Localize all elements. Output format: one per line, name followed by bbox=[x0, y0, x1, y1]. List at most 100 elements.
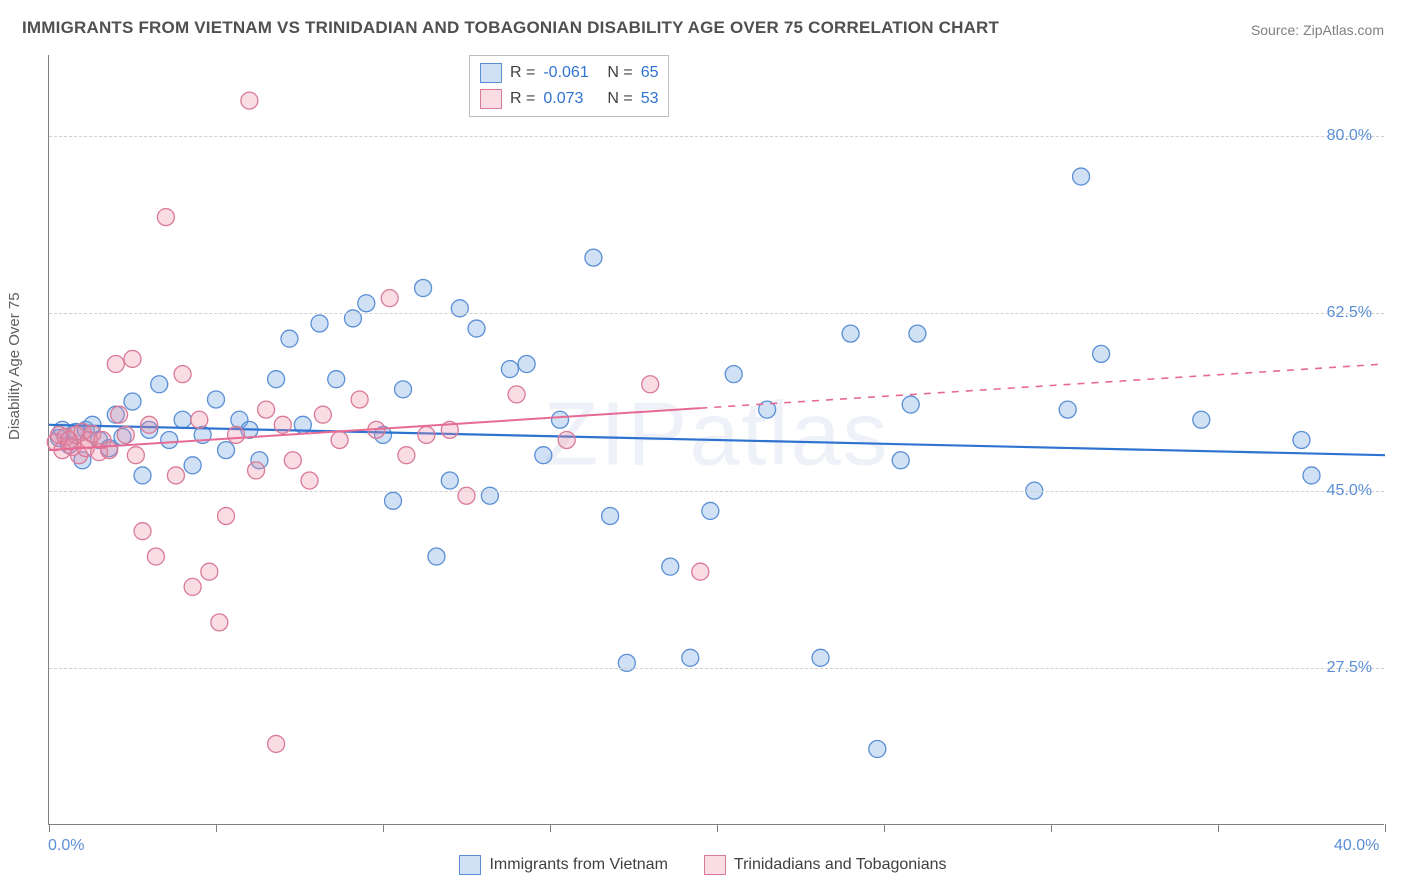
legend-label: Trinidadians and Tobagonians bbox=[734, 856, 947, 874]
data-point bbox=[682, 649, 699, 666]
data-point bbox=[174, 366, 191, 383]
data-point bbox=[101, 442, 118, 459]
data-point bbox=[111, 406, 128, 423]
data-point bbox=[161, 432, 178, 449]
data-point bbox=[642, 376, 659, 393]
data-point bbox=[228, 426, 245, 443]
data-point bbox=[218, 442, 235, 459]
x-tick bbox=[49, 824, 50, 832]
data-point bbox=[174, 411, 191, 428]
data-point bbox=[191, 411, 208, 428]
data-point bbox=[468, 320, 485, 337]
gridline-h bbox=[49, 313, 1384, 314]
legend-item: Immigrants from Vietnam bbox=[459, 855, 667, 875]
y-tick-label: 62.5% bbox=[1327, 304, 1372, 322]
legend-n-value: 65 bbox=[641, 64, 659, 82]
data-point bbox=[812, 649, 829, 666]
x-tick bbox=[383, 824, 384, 832]
x-tick bbox=[1385, 824, 1386, 832]
data-point bbox=[218, 507, 235, 524]
data-point bbox=[902, 396, 919, 413]
legend-r-value: -0.061 bbox=[543, 64, 599, 82]
plot-area: ZIPatlas R =-0.061N =65R = 0.073N =53 27… bbox=[48, 55, 1384, 825]
gridline-h bbox=[49, 136, 1384, 137]
data-point bbox=[535, 447, 552, 464]
y-tick-label: 45.0% bbox=[1327, 482, 1372, 500]
x-tick bbox=[1218, 824, 1219, 832]
data-point bbox=[141, 416, 158, 433]
data-point bbox=[284, 452, 301, 469]
data-point bbox=[211, 614, 228, 631]
legend-n-label: N = bbox=[607, 64, 632, 82]
data-point bbox=[1293, 432, 1310, 449]
data-point bbox=[385, 492, 402, 509]
data-point bbox=[725, 366, 742, 383]
x-tick bbox=[884, 824, 885, 832]
data-point bbox=[441, 472, 458, 489]
data-point bbox=[268, 735, 285, 752]
data-point bbox=[602, 507, 619, 524]
data-point bbox=[301, 472, 318, 489]
data-point bbox=[134, 467, 151, 484]
data-point bbox=[124, 393, 141, 410]
data-point bbox=[842, 325, 859, 342]
data-point bbox=[134, 523, 151, 540]
data-point bbox=[117, 426, 134, 443]
data-point bbox=[331, 432, 348, 449]
y-axis-title: Disability Age Over 75 bbox=[6, 292, 23, 440]
data-point bbox=[518, 356, 535, 373]
data-point bbox=[157, 209, 174, 226]
x-tick-label: 0.0% bbox=[48, 837, 84, 855]
data-point bbox=[124, 350, 141, 367]
legend-row: R =-0.061N =65 bbox=[480, 60, 658, 86]
x-tick bbox=[216, 824, 217, 832]
data-point bbox=[585, 249, 602, 266]
legend-row: R = 0.073N =53 bbox=[480, 86, 658, 112]
source-label: Source: ZipAtlas.com bbox=[1251, 22, 1384, 38]
data-point bbox=[258, 401, 275, 418]
data-point bbox=[241, 92, 258, 109]
legend-swatch bbox=[480, 89, 502, 109]
gridline-h bbox=[49, 491, 1384, 492]
legend-r-value: 0.073 bbox=[543, 90, 599, 108]
y-tick-label: 80.0% bbox=[1327, 127, 1372, 145]
data-point bbox=[351, 391, 368, 408]
data-point bbox=[358, 295, 375, 312]
data-point bbox=[395, 381, 412, 398]
data-point bbox=[167, 467, 184, 484]
x-tick-label: 40.0% bbox=[1334, 837, 1379, 855]
legend-swatch bbox=[459, 855, 481, 875]
chart-title: IMMIGRANTS FROM VIETNAM VS TRINIDADIAN A… bbox=[22, 18, 999, 38]
data-point bbox=[702, 502, 719, 519]
data-point bbox=[268, 371, 285, 388]
data-point bbox=[415, 280, 432, 297]
data-point bbox=[274, 416, 291, 433]
data-point bbox=[1193, 411, 1210, 428]
data-point bbox=[869, 741, 886, 758]
x-tick bbox=[717, 824, 718, 832]
legend-swatch bbox=[704, 855, 726, 875]
data-point bbox=[314, 406, 331, 423]
data-point bbox=[281, 330, 298, 347]
data-point bbox=[662, 558, 679, 575]
legend-n-value: 53 bbox=[641, 90, 659, 108]
data-point bbox=[1093, 345, 1110, 362]
data-point bbox=[508, 386, 525, 403]
legend-item: Trinidadians and Tobagonians bbox=[704, 855, 947, 875]
legend-r-label: R = bbox=[510, 90, 535, 108]
data-point bbox=[208, 391, 225, 408]
y-tick-label: 27.5% bbox=[1327, 659, 1372, 677]
data-point bbox=[184, 578, 201, 595]
data-point bbox=[1059, 401, 1076, 418]
data-point bbox=[501, 361, 518, 378]
data-point bbox=[552, 411, 569, 428]
data-point bbox=[201, 563, 218, 580]
data-point bbox=[692, 563, 709, 580]
legend-label: Immigrants from Vietnam bbox=[489, 856, 667, 874]
x-tick bbox=[1051, 824, 1052, 832]
data-point bbox=[909, 325, 926, 342]
data-point bbox=[147, 548, 164, 565]
data-point bbox=[184, 457, 201, 474]
data-point bbox=[558, 432, 575, 449]
data-point bbox=[328, 371, 345, 388]
